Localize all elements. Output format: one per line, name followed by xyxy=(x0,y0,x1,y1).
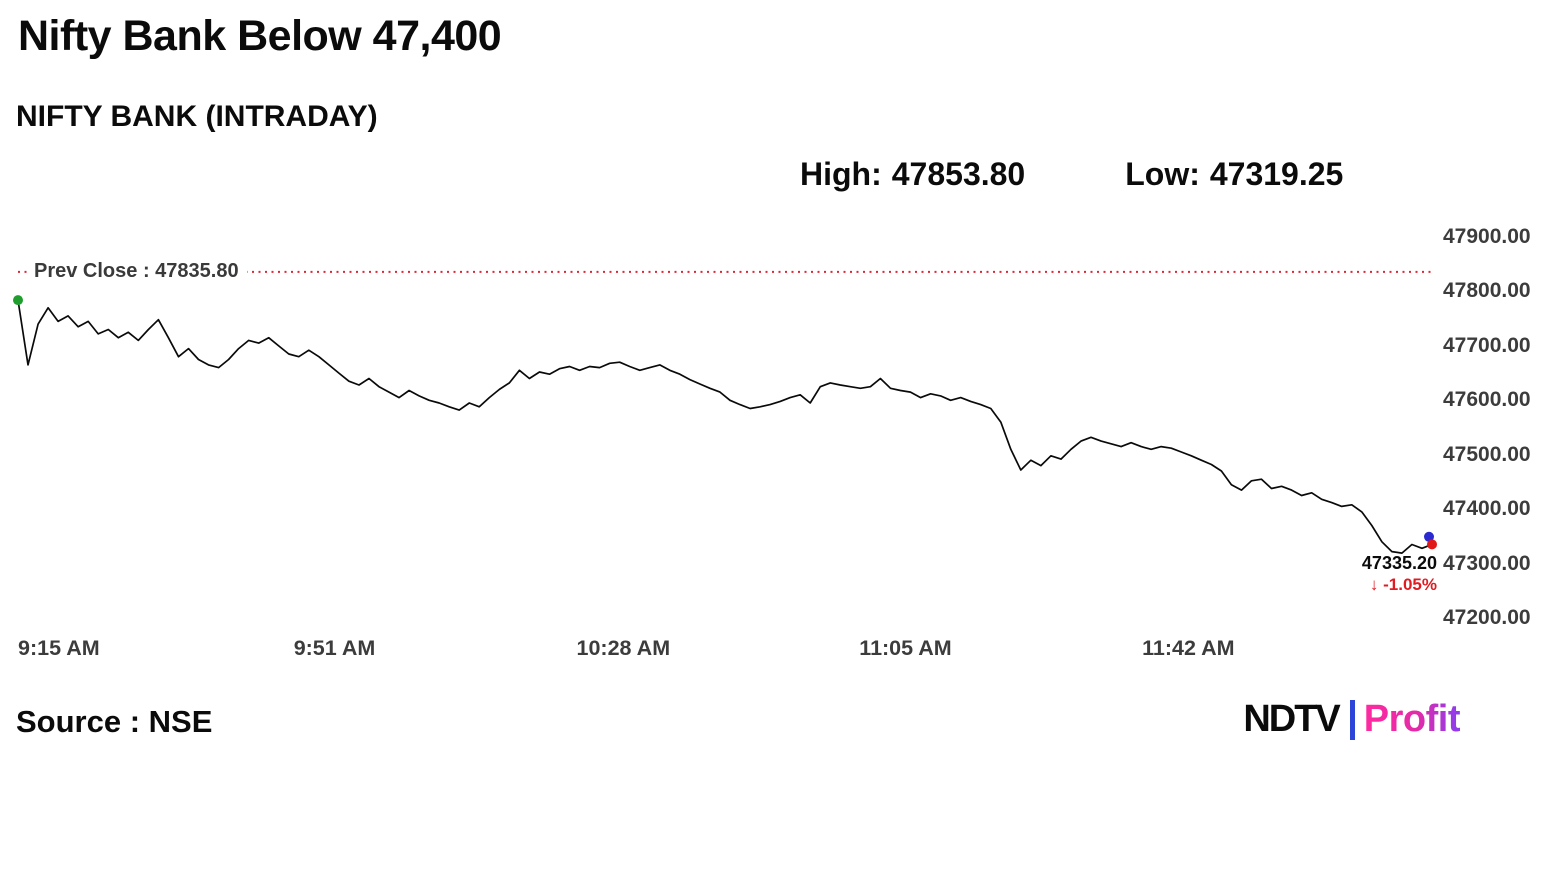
price-chart xyxy=(13,237,1437,618)
prev-close-label: Prev Close : 47835.80 xyxy=(30,257,247,285)
y-axis-label: 47300.00 xyxy=(1443,551,1531,575)
last-change-value: ↓ -1.05% xyxy=(1369,575,1437,595)
high-value: 47853.80 xyxy=(891,156,1026,192)
high-low-row: High: 47853.80 Low: 47319.25 xyxy=(800,156,1343,193)
last-price-callout: 47335.20 ↓ -1.05% xyxy=(1333,552,1437,596)
chart-subtitle: NIFTY BANK (INTRADAY) xyxy=(16,100,378,133)
high-label: High: xyxy=(800,156,882,192)
x-axis-label: 11:05 AM xyxy=(859,636,952,660)
ndtv-logo-text: NDTV xyxy=(1243,698,1340,740)
source-label: Source : NSE xyxy=(16,704,213,739)
ndtv-profit-logo: NDTV Profit xyxy=(1243,698,1460,741)
y-axis-label: 47500.00 xyxy=(1443,442,1531,466)
logo-separator-bar xyxy=(1349,699,1355,740)
end-marker-blue-dot xyxy=(1424,531,1434,542)
y-axis-label: 47600.00 xyxy=(1443,388,1531,412)
y-axis-label: 47700.00 xyxy=(1443,333,1531,357)
y-axis-label: 47200.00 xyxy=(1443,606,1531,629)
x-axis-label: 11:42 AM xyxy=(1142,636,1235,660)
open-marker-dot xyxy=(13,295,23,306)
y-axis-label: 47400.00 xyxy=(1443,497,1531,521)
last-price-marker-dot xyxy=(1427,539,1437,550)
x-axis: 9:15 AM 9:51 AM 10:28 AM 11:05 AM 11:42 AM xyxy=(18,636,1432,666)
profit-logo-text: Profit xyxy=(1363,698,1461,740)
high-stat: High: 47853.80 xyxy=(800,156,1025,193)
page-title: Nifty Bank Below 47,400 xyxy=(18,12,502,60)
low-value: 47319.25 xyxy=(1209,156,1344,192)
low-label: Low: xyxy=(1125,156,1200,192)
last-price-value: 47335.20 xyxy=(1361,553,1437,574)
price-line xyxy=(17,299,1433,554)
x-axis-label: 9:51 AM xyxy=(293,636,376,660)
y-axis-label: 47800.00 xyxy=(1443,279,1531,303)
x-axis-label: 9:15 AM xyxy=(18,636,100,660)
y-axis-label: 47900.00 xyxy=(1443,225,1531,248)
low-stat: Low: 47319.25 xyxy=(1125,156,1343,193)
x-axis-label: 10:28 AM xyxy=(576,636,671,660)
